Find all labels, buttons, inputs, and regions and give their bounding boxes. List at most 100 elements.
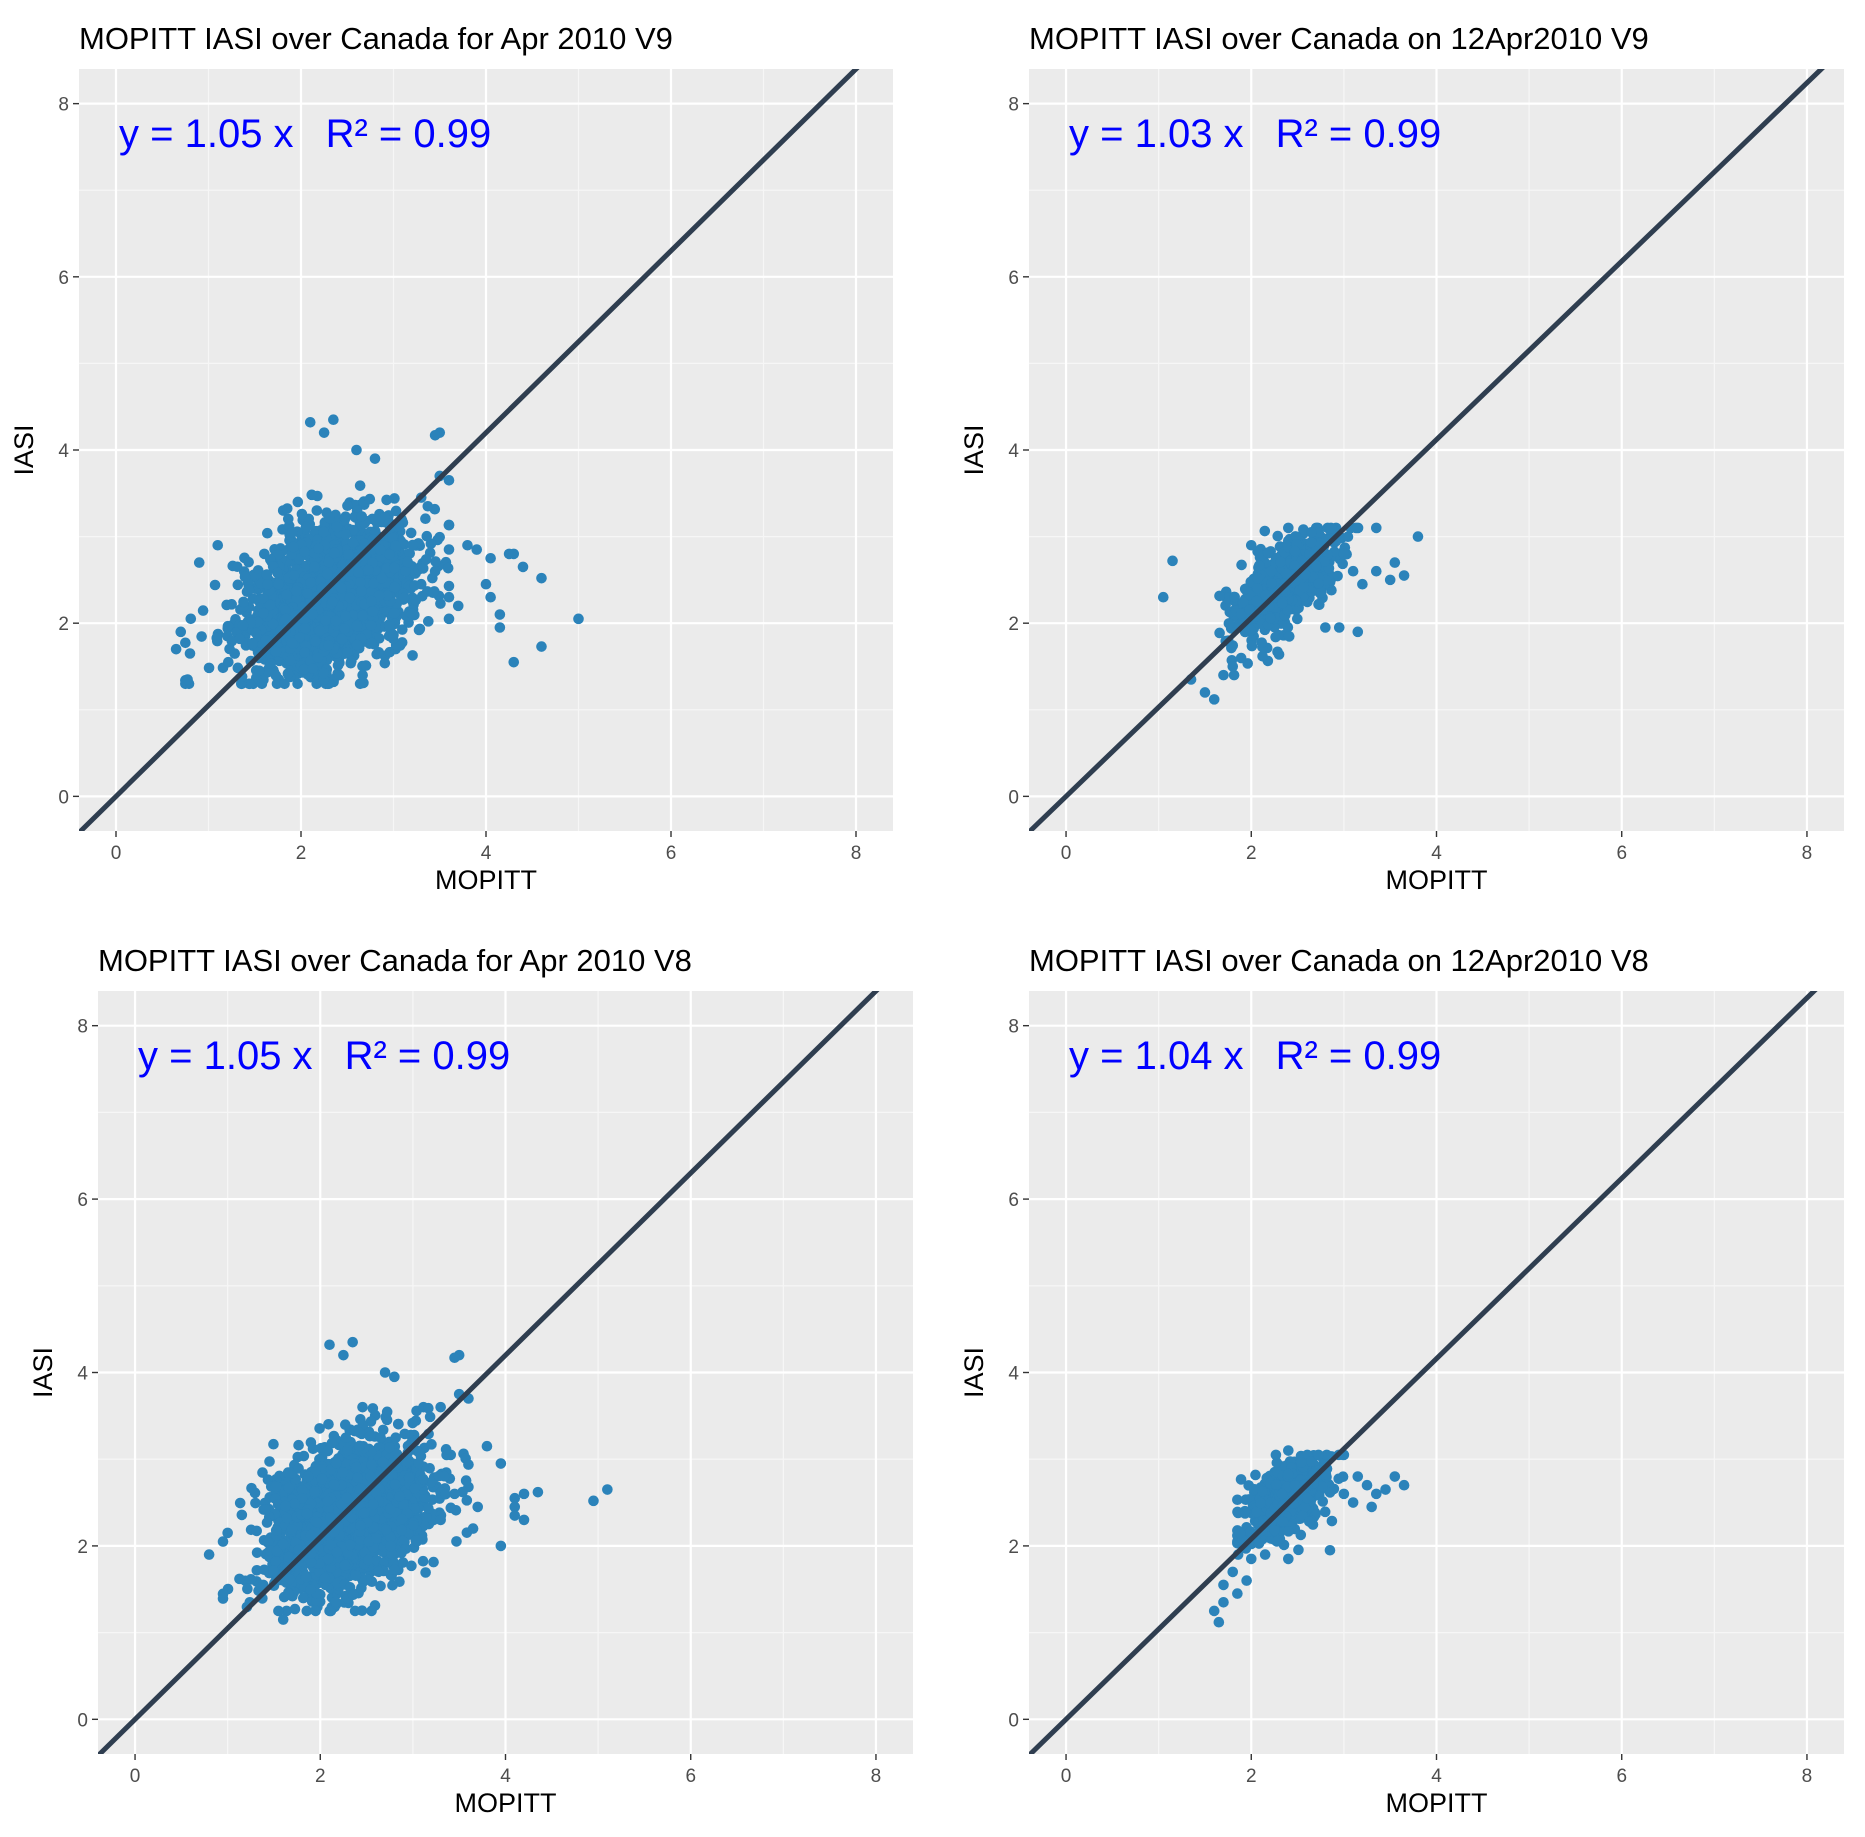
- data-point: [323, 1418, 334, 1430]
- data-point: [389, 493, 400, 504]
- data-point: [1235, 652, 1247, 664]
- data-point: [282, 1467, 294, 1478]
- data-point: [398, 592, 410, 604]
- data-point: [420, 554, 432, 565]
- data-point: [252, 565, 264, 576]
- y-tick-label: 6: [58, 268, 69, 289]
- data-point: [251, 1547, 263, 1558]
- data-point: [417, 1555, 429, 1567]
- y-tick-label: 4: [1008, 441, 1019, 462]
- data-point: [353, 567, 364, 578]
- data-point: [494, 622, 506, 633]
- data-point: [1266, 577, 1277, 589]
- y-tick-label: 6: [77, 1190, 88, 1211]
- x-tick-label: 2: [1246, 843, 1257, 864]
- data-point: [251, 1525, 262, 1537]
- data-point: [1262, 547, 1274, 558]
- data-point: [1257, 650, 1268, 662]
- data-point: [354, 678, 366, 690]
- data-point: [234, 1497, 246, 1509]
- data-point: [296, 508, 308, 520]
- data-point: [294, 632, 305, 643]
- data-point: [381, 494, 392, 506]
- data-point: [264, 1456, 275, 1467]
- data-point: [430, 556, 441, 567]
- data-point: [1412, 531, 1424, 542]
- data-point: [421, 1511, 432, 1522]
- data-point: [261, 569, 273, 580]
- data-point: [1289, 545, 1301, 557]
- data-point: [351, 639, 363, 651]
- data-point: [232, 579, 244, 591]
- data-point: [1208, 694, 1220, 705]
- data-point: [245, 1574, 257, 1585]
- data-point: [265, 658, 276, 669]
- data-point: [536, 572, 547, 584]
- data-point: [443, 580, 455, 592]
- data-point: [423, 616, 434, 627]
- data-point: [417, 563, 429, 574]
- x-axis-title: MOPITT: [1386, 865, 1488, 895]
- y-tick-label: 4: [77, 1364, 88, 1385]
- data-point: [238, 596, 249, 608]
- x-tick-label: 8: [871, 1766, 882, 1787]
- data-point: [292, 496, 304, 508]
- data-point: [273, 578, 284, 590]
- data-point: [270, 670, 282, 681]
- data-point: [366, 595, 377, 607]
- data-point: [399, 1428, 411, 1440]
- data-point: [404, 548, 416, 559]
- data-point: [307, 1443, 319, 1455]
- data-point: [423, 1502, 434, 1514]
- data-point: [1265, 565, 1277, 577]
- data-point: [262, 578, 274, 590]
- data-point: [307, 609, 319, 620]
- data-point: [291, 593, 303, 605]
- data-point: [1270, 631, 1281, 643]
- data-point: [426, 1439, 437, 1450]
- data-point: [182, 674, 193, 685]
- data-point: [239, 571, 251, 583]
- data-point: [280, 605, 291, 616]
- data-point: [357, 610, 369, 622]
- data-point: [330, 1596, 341, 1608]
- data-point: [250, 627, 262, 639]
- data-point: [258, 1564, 270, 1576]
- y-axis-title: IASI: [28, 1347, 58, 1398]
- data-point: [193, 557, 205, 568]
- data-point: [287, 541, 299, 553]
- data-point: [573, 613, 584, 625]
- data-point: [331, 521, 343, 533]
- data-point: [366, 637, 377, 649]
- data-point: [234, 1573, 245, 1585]
- data-point: [236, 1509, 248, 1521]
- data-point: [384, 621, 395, 633]
- data-point: [370, 513, 381, 525]
- data-point: [293, 1439, 304, 1451]
- data-point: [402, 556, 413, 568]
- data-point: [364, 493, 376, 505]
- data-point: [406, 608, 418, 620]
- data-point: [222, 620, 234, 632]
- x-tick-label: 8: [1802, 843, 1813, 864]
- data-point: [1311, 560, 1322, 572]
- data-point: [427, 587, 439, 599]
- panel-title: MOPITT IASI over Canada on 12Apr2010 V9: [1029, 21, 1649, 56]
- data-point: [364, 1430, 376, 1442]
- data-point: [243, 584, 255, 595]
- data-point: [320, 615, 331, 626]
- data-point: [1265, 613, 1276, 624]
- data-point: [244, 678, 256, 690]
- data-point: [328, 414, 339, 425]
- data-point: [1291, 613, 1303, 625]
- data-point: [485, 552, 496, 564]
- data-point: [281, 589, 292, 601]
- data-point: [360, 660, 372, 671]
- data-point: [1305, 537, 1317, 548]
- data-point: [368, 577, 380, 589]
- data-point: [1275, 556, 1286, 568]
- y-axis-title: IASI: [9, 424, 39, 475]
- data-point: [389, 581, 401, 593]
- scatter-panel-apr2010-v9: MOPITT IASI over Canada for Apr 2010 V9 …: [0, 0, 932, 918]
